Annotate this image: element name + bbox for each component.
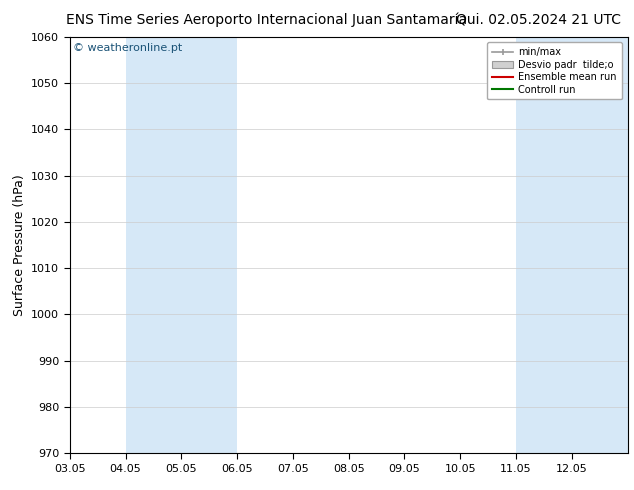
Y-axis label: Surface Pressure (hPa): Surface Pressure (hPa) [13,174,25,316]
Text: © weatheronline.pt: © weatheronline.pt [72,43,182,53]
Text: Qui. 02.05.2024 21 UTC: Qui. 02.05.2024 21 UTC [456,12,621,26]
Bar [126,37,237,453]
Text: ENS Time Series Aeroporto Internacional Juan Santamaría: ENS Time Series Aeroporto Internacional … [66,12,467,27]
Bar [516,37,628,453]
Legend: min/max, Desvio padr  tilde;o, Ensemble mean run, Controll run: min/max, Desvio padr tilde;o, Ensemble m… [487,43,622,99]
